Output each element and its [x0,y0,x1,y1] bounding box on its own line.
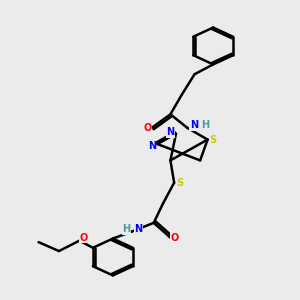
Text: H: H [122,224,130,234]
Text: N: N [148,140,156,151]
Text: O: O [171,233,179,243]
Text: H: H [201,120,209,130]
Text: S: S [210,135,217,145]
Text: O: O [80,233,88,243]
Text: N: N [190,120,198,130]
Text: N: N [134,224,142,234]
Text: S: S [176,178,183,188]
Text: N: N [167,127,175,137]
Text: O: O [143,123,152,133]
